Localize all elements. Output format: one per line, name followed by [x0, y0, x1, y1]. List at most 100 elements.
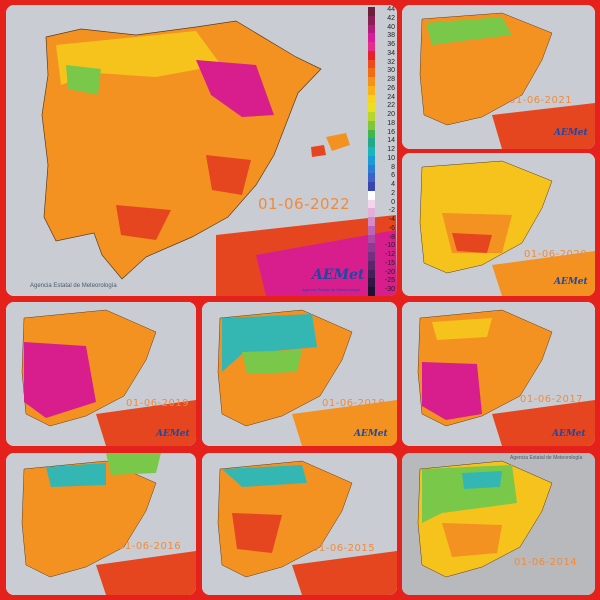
scale-swatch [368, 103, 375, 113]
aemet-logo-subtitle: Agencia Estatal de Meteorología [302, 287, 360, 292]
scale-swatch [368, 112, 375, 122]
temperature-map-2015 [202, 453, 397, 595]
scale-label: 0 [391, 198, 395, 206]
map-tile-2021: 01-06-2021 AEMet [402, 5, 595, 149]
aemet-logo: AEMet [354, 429, 388, 439]
aemet-logo: AEMet [554, 277, 588, 287]
temperature-map-2017 [402, 302, 595, 446]
scale-swatch [368, 7, 375, 17]
scale-swatch [368, 59, 375, 69]
map-date-2022: 01-06-2022 [258, 195, 351, 213]
scale-label: 44 [387, 6, 395, 13]
map-date-2016: 01-06-2016 [118, 541, 182, 552]
scale-label: -20 [384, 268, 395, 276]
scale-swatch [368, 68, 375, 78]
temperature-scale: 44 42 40 38 36 34 32 30 28 26 24 22 20 18 16 14 12 10 8 6 4 2… [368, 6, 396, 296]
scale-swatch [368, 42, 375, 52]
agency-credit: Agencia Estatal de Meteorología [30, 283, 117, 289]
aemet-logo: AEMet [554, 128, 588, 138]
scale-label: 30 [387, 67, 395, 75]
scale-swatch [368, 287, 375, 296]
scale-label: 4 [391, 181, 395, 189]
scale-swatch [368, 33, 375, 43]
scale-label: 6 [391, 172, 395, 180]
scale-label: 16 [387, 128, 395, 136]
scale-swatch [368, 278, 375, 288]
map-date-2015: 01-06-2015 [312, 543, 376, 554]
scale-label: -25 [384, 277, 395, 285]
scale-swatch [368, 173, 375, 183]
scale-label: 38 [387, 32, 395, 40]
temperature-map-2020 [402, 153, 595, 296]
map-tile-2016: 01-06-2016 [6, 453, 196, 595]
scale-swatch [368, 24, 375, 34]
scale-swatch [368, 15, 375, 25]
scale-swatch [368, 217, 375, 227]
scale-label: 22 [387, 102, 395, 110]
scale-label: 10 [387, 154, 395, 162]
scale-label: 42 [387, 14, 395, 22]
map-tile-2017: 01-06-2017 AEMet [402, 302, 595, 446]
scale-label: -30 [384, 286, 395, 294]
scale-swatch [368, 252, 375, 262]
map-tile-2019: 01-06-2019 AEMet [6, 302, 196, 446]
scale-label: 12 [387, 146, 395, 154]
scale-label: 40 [387, 23, 395, 31]
scale-label: -6 [388, 224, 395, 232]
temperature-map-2016 [6, 453, 196, 595]
scale-swatch [368, 147, 375, 157]
map-date-2018: 01-06-2018 [322, 398, 386, 409]
map-tile-2015: 01-06-2015 [202, 453, 397, 595]
scale-label: -8 [388, 233, 395, 241]
scale-label: -15 [384, 259, 395, 267]
scale-swatch [368, 182, 375, 192]
scale-label: -12 [384, 251, 395, 259]
scale-label: 36 [387, 41, 395, 49]
map-date-2021: 01-06-2021 [509, 95, 573, 106]
scale-label: -4 [388, 216, 395, 224]
scale-swatch [368, 138, 375, 148]
map-date-2019: 01-06-2019 [126, 398, 190, 409]
scale-swatch [368, 129, 375, 139]
scale-swatch [368, 94, 375, 104]
temperature-map-2022 [6, 5, 397, 296]
scale-swatch [368, 120, 375, 131]
scale-swatch [368, 199, 375, 209]
map-tile-2018: 01-06-2018 AEMet [202, 302, 397, 446]
scale-label: 18 [387, 119, 395, 127]
map-tile-2014: Agencia Estatal de Meteorología 01-06-20… [402, 453, 595, 595]
scale-label: 26 [387, 84, 395, 92]
scale-label: 14 [387, 137, 395, 145]
scale-label: 34 [387, 49, 395, 57]
scale-swatch [368, 225, 375, 236]
aemet-logo: AEMet [156, 429, 190, 439]
scale-swatch [368, 190, 375, 201]
aemet-logo: AEMet [312, 267, 365, 283]
temperature-map-2019 [6, 302, 196, 446]
scale-swatch [368, 85, 375, 96]
scale-swatch [368, 243, 375, 253]
map-tile-2022: 44 42 40 38 36 34 32 30 28 26 24 22 20 18 16 14 12 10 8 6 4 2… [6, 5, 397, 296]
map-date-2020: 01-06-2020 [524, 249, 588, 260]
temperature-map-2018 [202, 302, 397, 446]
map-date-2017: 01-06-2017 [520, 394, 584, 405]
aemet-logo: AEMet [552, 429, 586, 439]
scale-label: -10 [384, 242, 395, 250]
scale-swatch [368, 260, 375, 271]
scale-swatch [368, 234, 375, 244]
temperature-map-2014 [402, 453, 595, 595]
agency-credit: Agencia Estatal de Meteorología [510, 455, 583, 461]
scale-swatch [368, 164, 375, 174]
scale-label: 24 [387, 93, 395, 101]
scale-label: 20 [387, 111, 395, 119]
scale-swatch [368, 50, 375, 61]
scale-swatch [368, 77, 375, 87]
scale-label: 2 [391, 189, 395, 197]
scale-label: 28 [387, 76, 395, 84]
scale-swatch [368, 269, 375, 279]
map-tile-2020: 01-06-2020 AEMet [402, 153, 595, 296]
map-date-2014: 01-06-2014 [514, 557, 578, 568]
scale-swatch [368, 208, 375, 218]
scale-label: -2 [388, 207, 395, 215]
temperature-map-2021 [402, 5, 595, 149]
